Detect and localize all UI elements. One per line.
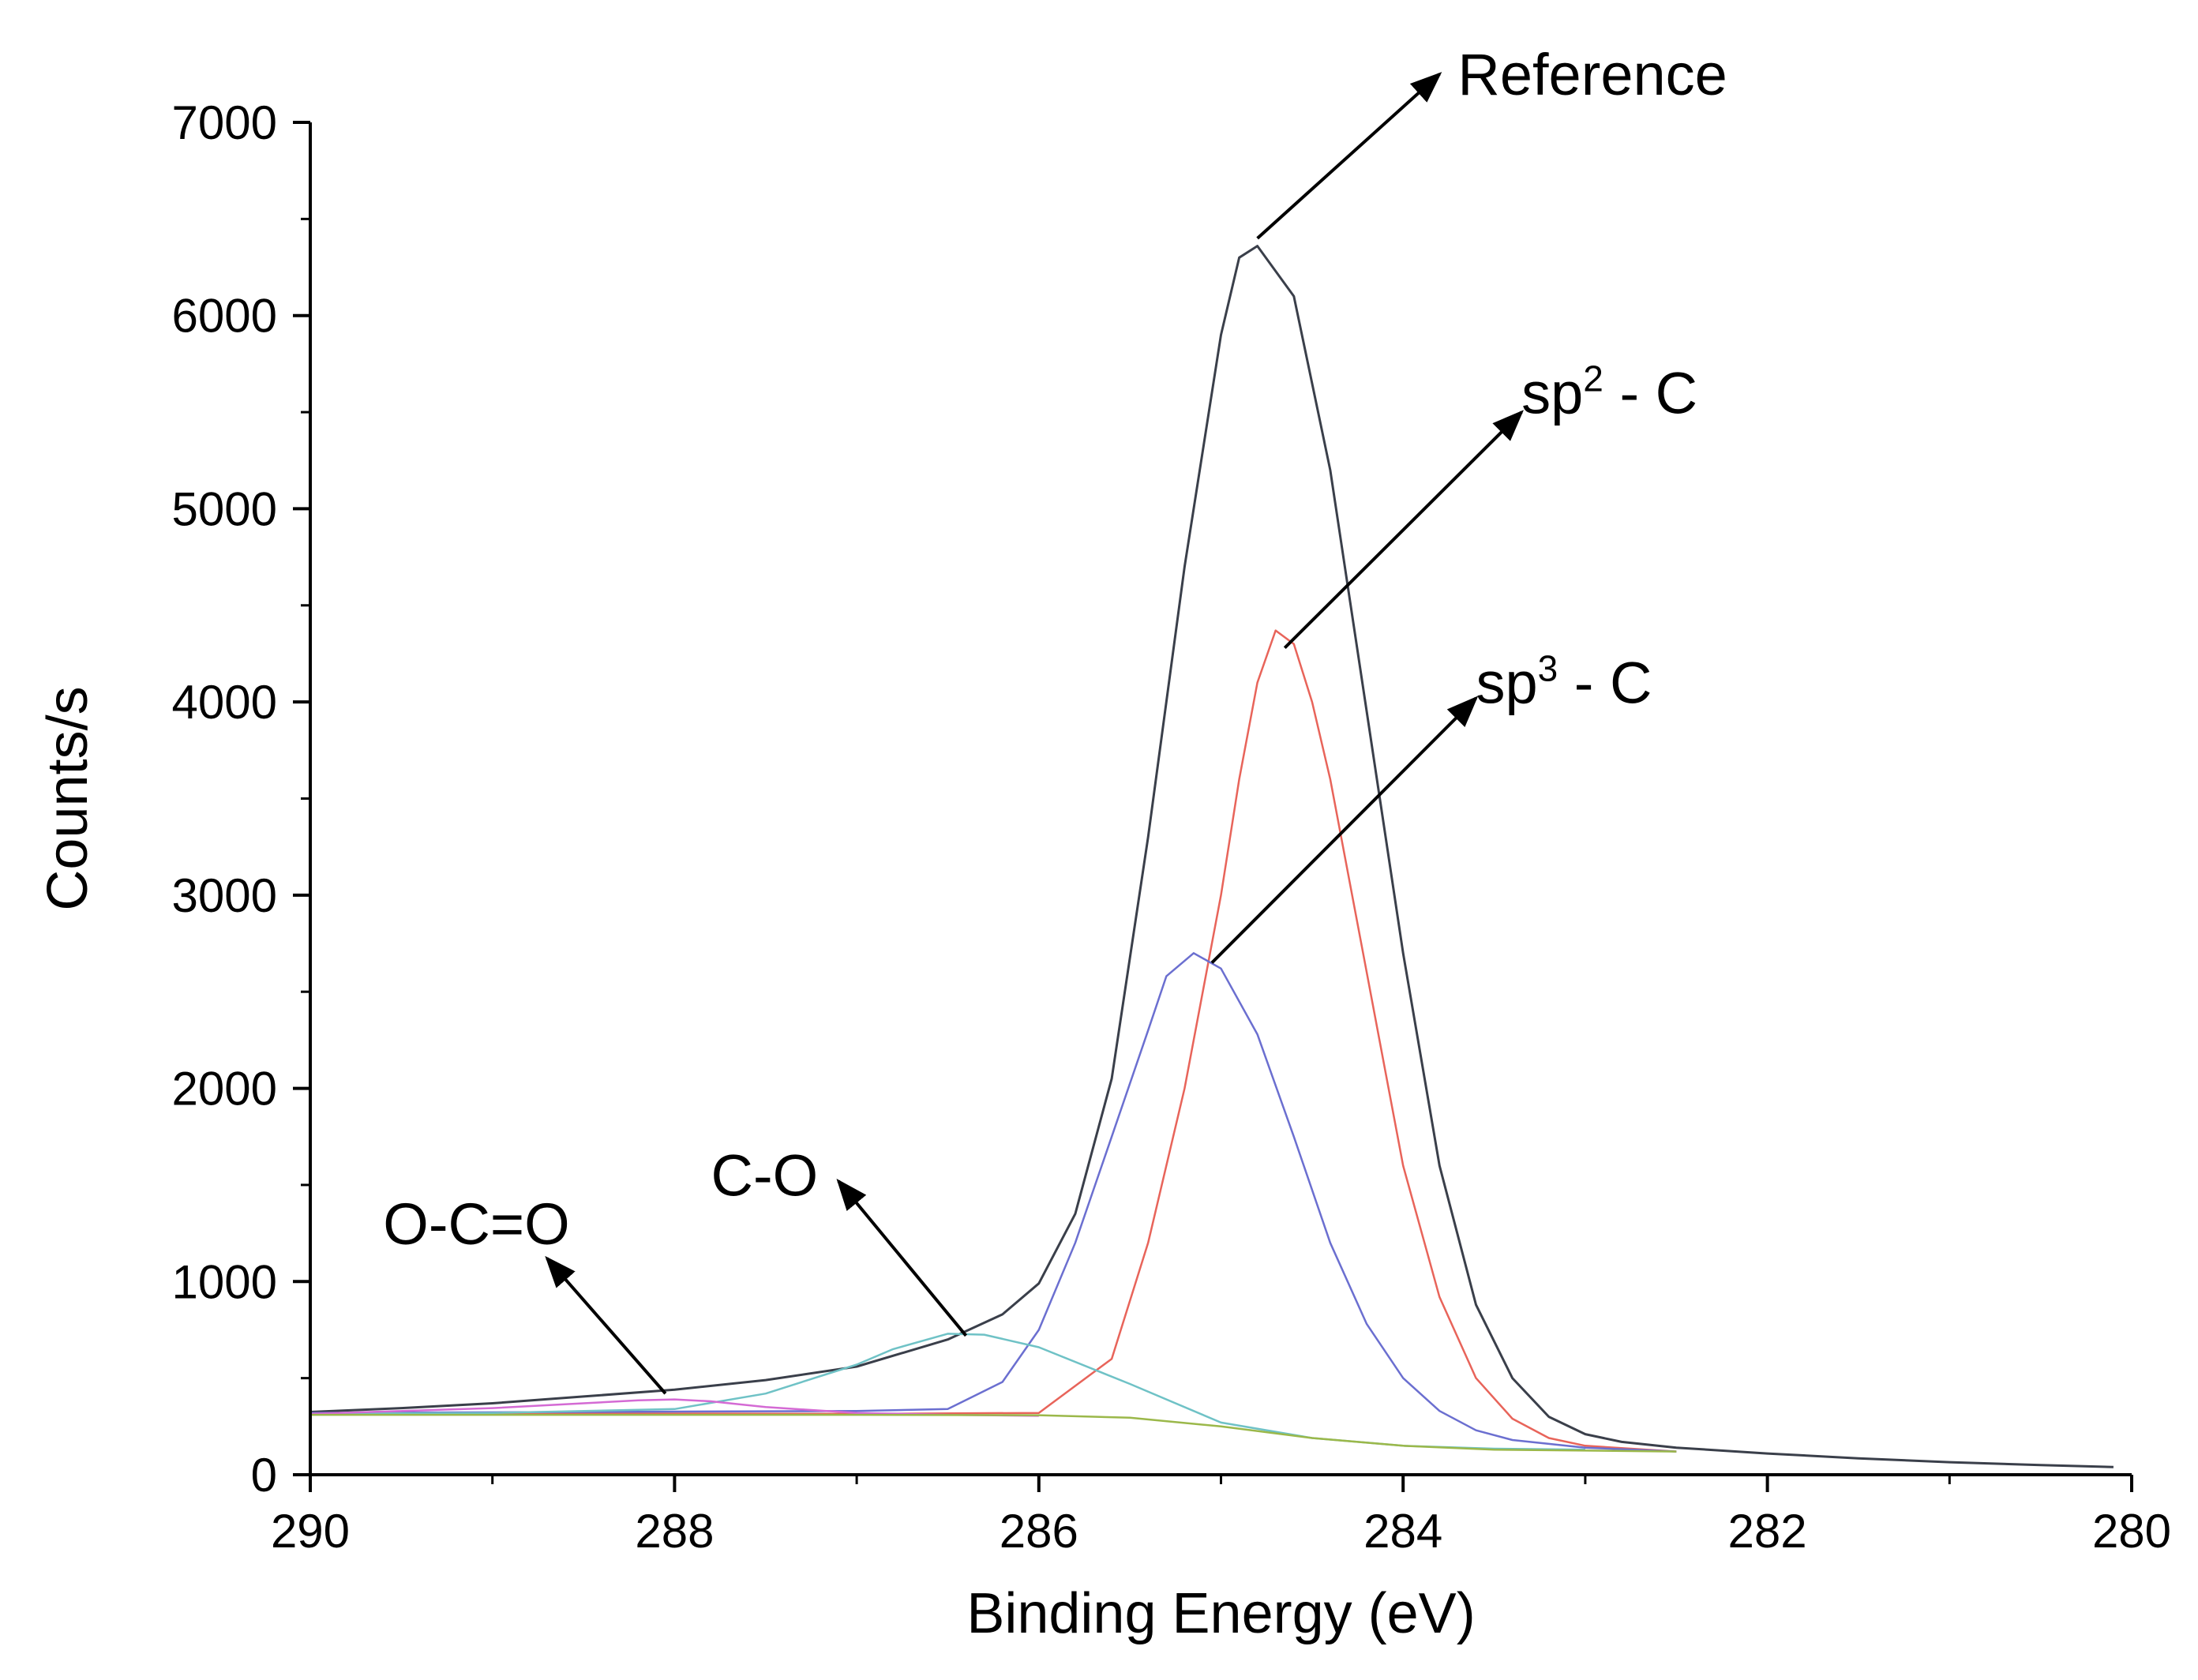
annotation-label: O-C=O	[383, 1191, 569, 1257]
ticks-layer: 290 288 286 284 282 280 0 1000 2000 3000 4000 5000 6…	[172, 96, 2172, 1558]
x-tick-label: 286	[1000, 1505, 1078, 1558]
annotations-layer: Reference sp2 - C sp3 - C C-O O-C=O	[383, 42, 1727, 1395]
y-tick-label: 4000	[172, 676, 277, 729]
annotation-label: sp3 - C	[1476, 648, 1652, 716]
y-tick-label: 6000	[172, 290, 277, 343]
series-line-3	[309, 1333, 1585, 1451]
series-layer	[309, 245, 2114, 1468]
annotation-arrow	[836, 1178, 968, 1337]
y-tick-label: 5000	[172, 482, 277, 535]
y-axis-label: Counts/s	[36, 686, 99, 910]
y-tick-label: 3000	[172, 869, 277, 922]
x-tick-label: 290	[271, 1505, 350, 1558]
series-line-2	[309, 952, 1677, 1453]
annotation-arrow	[545, 1255, 667, 1395]
y-tick-label: 2000	[172, 1063, 277, 1116]
x-tick-label: 282	[1728, 1505, 1807, 1558]
x-tick-label: 288	[635, 1505, 714, 1558]
series-line-5	[310, 1413, 1677, 1453]
series-line-1	[309, 629, 1677, 1453]
y-tick-label: 1000	[172, 1255, 277, 1308]
annotation-arrow	[1256, 72, 1442, 240]
x-tick-label: 280	[2092, 1505, 2171, 1558]
annotation-arrow	[1283, 410, 1524, 650]
annotation-label: Reference	[1457, 42, 1727, 107]
axes-layer	[309, 122, 2132, 1476]
y-tick-label: 7000	[172, 96, 277, 149]
x-tick-label: 284	[1363, 1505, 1442, 1558]
series-line-0	[309, 245, 2114, 1468]
annotation-label: C-O	[711, 1143, 819, 1209]
x-axis-label: Binding Energy (eV)	[966, 1582, 1475, 1645]
annotation-arrow	[1210, 696, 1479, 964]
series-line-4	[309, 1398, 1039, 1417]
y-tick-label: 0	[251, 1449, 277, 1502]
annotation-label: sp2 - C	[1521, 358, 1697, 426]
